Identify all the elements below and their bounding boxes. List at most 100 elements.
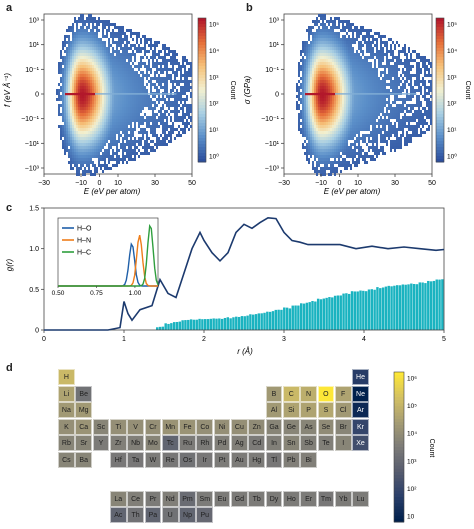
rdf-bar bbox=[232, 317, 234, 330]
rdf-bar bbox=[218, 318, 220, 330]
rdf-bar bbox=[379, 288, 381, 330]
rdf-bar bbox=[269, 312, 271, 330]
element-cell-y: Y bbox=[93, 435, 110, 451]
element-cell-as: As bbox=[300, 419, 317, 435]
element-cell-pm: Pm bbox=[179, 491, 196, 507]
a-ytick-label: 10³ bbox=[29, 18, 40, 25]
rdf-bar bbox=[277, 310, 279, 330]
rdf-bar bbox=[193, 320, 195, 330]
element-cell-pt: Pt bbox=[214, 452, 231, 468]
element-cell-fe: Fe bbox=[179, 419, 196, 435]
rdf-bar bbox=[438, 280, 440, 330]
element-cell-si: Si bbox=[283, 402, 300, 418]
rdf-bar bbox=[159, 327, 161, 330]
rdf-bar bbox=[376, 287, 378, 330]
rdf-bar bbox=[419, 282, 421, 330]
element-cell-sc: Sc bbox=[93, 419, 110, 435]
element-cell-pa: Pa bbox=[145, 507, 162, 523]
element-cell-zr: Zr bbox=[110, 435, 127, 451]
rdf-bar bbox=[351, 291, 353, 330]
b-xtick-label: 0 bbox=[338, 180, 342, 187]
rdf-bar bbox=[373, 290, 375, 330]
rdf-bar bbox=[229, 318, 231, 330]
b-colorbar-tick: 10⁴ bbox=[447, 48, 457, 55]
element-cell-s: S bbox=[318, 402, 335, 418]
element-cell-tb: Tb bbox=[248, 491, 265, 507]
element-cell-eu: Eu bbox=[214, 491, 231, 507]
rdf-bar bbox=[430, 281, 432, 330]
panel-c-ytick-label: 1.0 bbox=[29, 246, 39, 253]
panel-c-xtick-label: 0 bbox=[42, 336, 46, 343]
element-cell-kr: Kr bbox=[352, 419, 369, 435]
element-cell-bi: Bi bbox=[300, 452, 317, 468]
rdf-bar bbox=[252, 315, 254, 330]
element-cell-au: Au bbox=[231, 452, 248, 468]
panel-a-colorbar-label: Count bbox=[229, 81, 236, 100]
rdf-bar bbox=[181, 320, 183, 330]
element-cell-v: V bbox=[127, 419, 144, 435]
element-cell-cl: Cl bbox=[335, 402, 352, 418]
rdf-bar bbox=[311, 301, 313, 330]
rdf-bar bbox=[356, 291, 358, 330]
b-ytick-label: −10¹ bbox=[265, 141, 280, 148]
panel-c-xlabel: r (Å) bbox=[237, 347, 253, 356]
a-zero-tail bbox=[95, 93, 176, 94]
a-xtick-label: −10 bbox=[75, 180, 87, 187]
rdf-bar bbox=[286, 308, 288, 330]
rdf-bar bbox=[362, 291, 364, 330]
a-ytick-label: −10⁻¹ bbox=[21, 116, 40, 123]
legend-label: H–N bbox=[77, 238, 91, 245]
element-cell-nd: Nd bbox=[162, 491, 179, 507]
element-cell-cs: Cs bbox=[58, 452, 75, 468]
element-cell-gd: Gd bbox=[231, 491, 248, 507]
rdf-bar bbox=[328, 297, 330, 330]
rdf-bar bbox=[249, 314, 251, 330]
panel-d-colorbar-tick: 10² bbox=[407, 486, 417, 493]
rdf-bar bbox=[371, 289, 373, 330]
rdf-bar bbox=[359, 291, 361, 330]
rdf-bar bbox=[260, 313, 262, 330]
a-colorbar-tick: 10⁴ bbox=[209, 48, 219, 55]
element-cell-ba: Ba bbox=[75, 452, 92, 468]
element-cell-te: Te bbox=[318, 435, 335, 451]
a-colorbar-tick: 10⁰ bbox=[209, 153, 219, 161]
rdf-bar bbox=[167, 324, 169, 330]
inset-xtick-label: 0.50 bbox=[52, 290, 65, 297]
element-cell-pd: Pd bbox=[214, 435, 231, 451]
rdf-bar bbox=[413, 284, 415, 330]
element-cell-cu: Cu bbox=[231, 419, 248, 435]
panel-d-colorbar-tick: 10⁵ bbox=[407, 403, 417, 410]
element-cell-ne: Ne bbox=[352, 386, 369, 402]
rdf-bar bbox=[416, 284, 418, 330]
panel-d-colorbar-tick: 10⁴ bbox=[407, 431, 417, 438]
rdf-bar bbox=[280, 310, 282, 330]
inset-xtick-label: 0.75 bbox=[90, 290, 103, 297]
b-ytick-label: 10⁻¹ bbox=[265, 67, 279, 74]
element-cell-ga: Ga bbox=[266, 419, 283, 435]
element-cell-mo: Mo bbox=[145, 435, 162, 451]
element-cell-sn: Sn bbox=[283, 435, 300, 451]
a-xtick-label: −30 bbox=[38, 180, 50, 187]
rdf-bar bbox=[255, 314, 257, 330]
rdf-bar bbox=[404, 285, 406, 330]
rdf-bar bbox=[241, 316, 243, 330]
element-cell-w: W bbox=[145, 452, 162, 468]
rdf-bar bbox=[303, 304, 305, 330]
rdf-bar bbox=[179, 322, 181, 330]
rdf-bar bbox=[272, 311, 274, 330]
a-xtick-label: 0 bbox=[98, 180, 102, 187]
a-ytick-label: 0 bbox=[35, 92, 39, 99]
rdf-bar bbox=[156, 327, 158, 330]
element-cell-co: Co bbox=[196, 419, 213, 435]
element-cell-ge: Ge bbox=[283, 419, 300, 435]
element-cell-la: La bbox=[110, 491, 127, 507]
element-cell-al: Al bbox=[266, 402, 283, 418]
panel-b-colorbar-label: Count bbox=[464, 81, 471, 100]
rdf-bar bbox=[396, 285, 398, 330]
element-cell-p: P bbox=[300, 402, 317, 418]
a-ytick-label: −10¹ bbox=[25, 141, 40, 148]
rdf-bar bbox=[170, 323, 172, 330]
element-cell-hf: Hf bbox=[110, 452, 127, 468]
b-xtick-label: −30 bbox=[278, 180, 290, 187]
rdf-bar bbox=[187, 320, 189, 330]
